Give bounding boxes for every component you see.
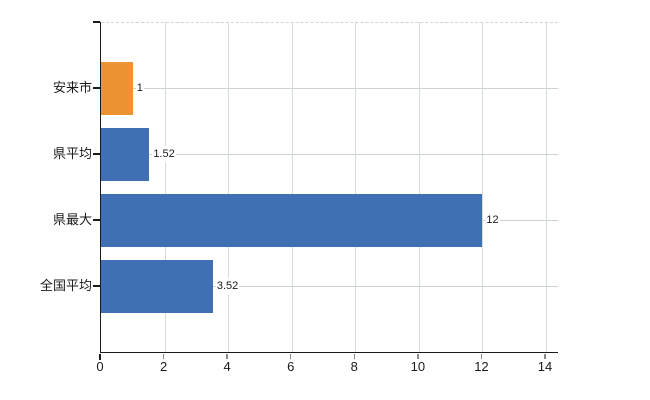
y-axis-end-cap [93, 21, 100, 23]
gridline-h [101, 153, 558, 155]
x-axis-tick [99, 353, 101, 360]
x-axis-tick [353, 353, 356, 359]
gridline-h [101, 87, 558, 89]
y-axis-tick [93, 87, 100, 89]
x-tick-label: 12 [474, 359, 489, 374]
gridline-v [418, 22, 420, 352]
x-tick-label: 4 [223, 359, 231, 374]
gridline-v [291, 22, 293, 352]
category-label: 全国平均 [39, 278, 92, 293]
gridline-v [482, 22, 484, 352]
x-tick-label: 0 [96, 359, 104, 374]
category-label: 安来市 [52, 80, 92, 95]
bar [101, 61, 133, 115]
plot-top-frame [101, 22, 558, 23]
x-axis-tick [417, 353, 419, 359]
plot-area: 1 1.52 12 3.52 [100, 22, 558, 353]
x-axis-tick [162, 353, 165, 359]
gridline-v [355, 22, 357, 352]
x-tick-label: 2 [159, 359, 168, 374]
value-label: 12 [485, 212, 500, 228]
bar [101, 259, 213, 313]
x-axis-tick [544, 353, 546, 359]
gridline-v [546, 22, 547, 352]
y-axis-tick [93, 219, 100, 221]
y-axis-tick [93, 285, 100, 287]
x-tick-label: 8 [350, 359, 358, 374]
bar [101, 193, 483, 247]
value-label: 3.52 [215, 278, 240, 294]
x-tick-label: 6 [287, 359, 295, 374]
gridline-h [101, 285, 558, 287]
category-label: 県平均 [52, 146, 92, 161]
gridline-v [228, 22, 230, 352]
value-label: 1.52 [152, 146, 176, 162]
x-axis-tick [480, 353, 483, 359]
value-label: 1 [135, 80, 144, 96]
bar [101, 127, 150, 181]
x-tick-label: 14 [537, 359, 553, 374]
x-axis-tick [226, 353, 228, 359]
x-axis-tick [289, 353, 292, 359]
gridline-v [164, 22, 166, 352]
x-tick-label: 10 [410, 359, 426, 374]
category-label: 県最大 [52, 212, 92, 227]
y-axis-tick [93, 153, 100, 155]
